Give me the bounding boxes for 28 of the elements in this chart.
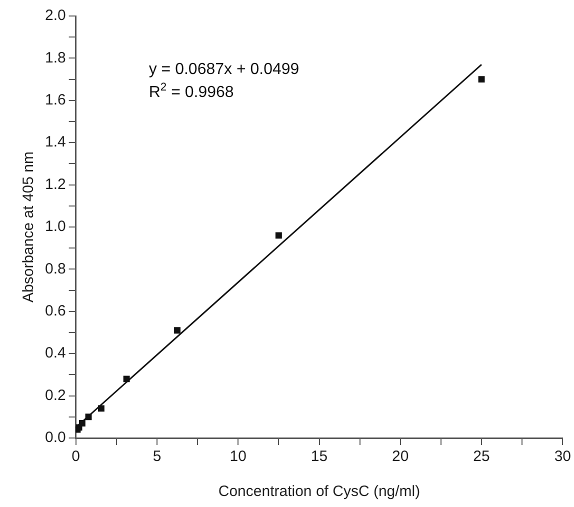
y-tick-label: 0.8 (44, 260, 66, 278)
y-tick-label: 0.2 (44, 386, 66, 404)
x-tick-label: 0 (72, 448, 80, 466)
y-axis-title: Absorbance at 405 nm (20, 152, 38, 302)
annotation: y = 0.0687x + 0.0499 (148, 61, 300, 78)
point (78, 420, 86, 426)
x-tick-label: 25 (473, 448, 490, 466)
point (275, 232, 282, 239)
text: 0.0 (44, 429, 66, 446)
y-tick-label: 0.4 (44, 344, 66, 362)
x-axis-title: Concentration of CysC (ng/ml) (218, 483, 420, 500)
point (478, 76, 485, 83)
y-tick-label: 1.4 (44, 134, 66, 151)
x-tick-label: 5 (152, 448, 162, 466)
y-tick-label: 1.8 (44, 49, 66, 66)
point (98, 405, 104, 412)
point (123, 376, 130, 382)
point (85, 414, 92, 420)
x-tick-label: 30 (554, 448, 571, 466)
x-tick-label: 20 (392, 448, 409, 466)
point (174, 327, 180, 334)
y-tick-label: 1.6 (44, 92, 66, 109)
y-tick-label: 1.2 (44, 176, 66, 193)
text: 2.0 (44, 7, 66, 24)
x-tick-label: 15 (310, 448, 328, 466)
text: 1.0 (44, 218, 66, 236)
y-tick-label: 0.6 (44, 302, 66, 320)
x-tick-label: 10 (230, 448, 246, 466)
